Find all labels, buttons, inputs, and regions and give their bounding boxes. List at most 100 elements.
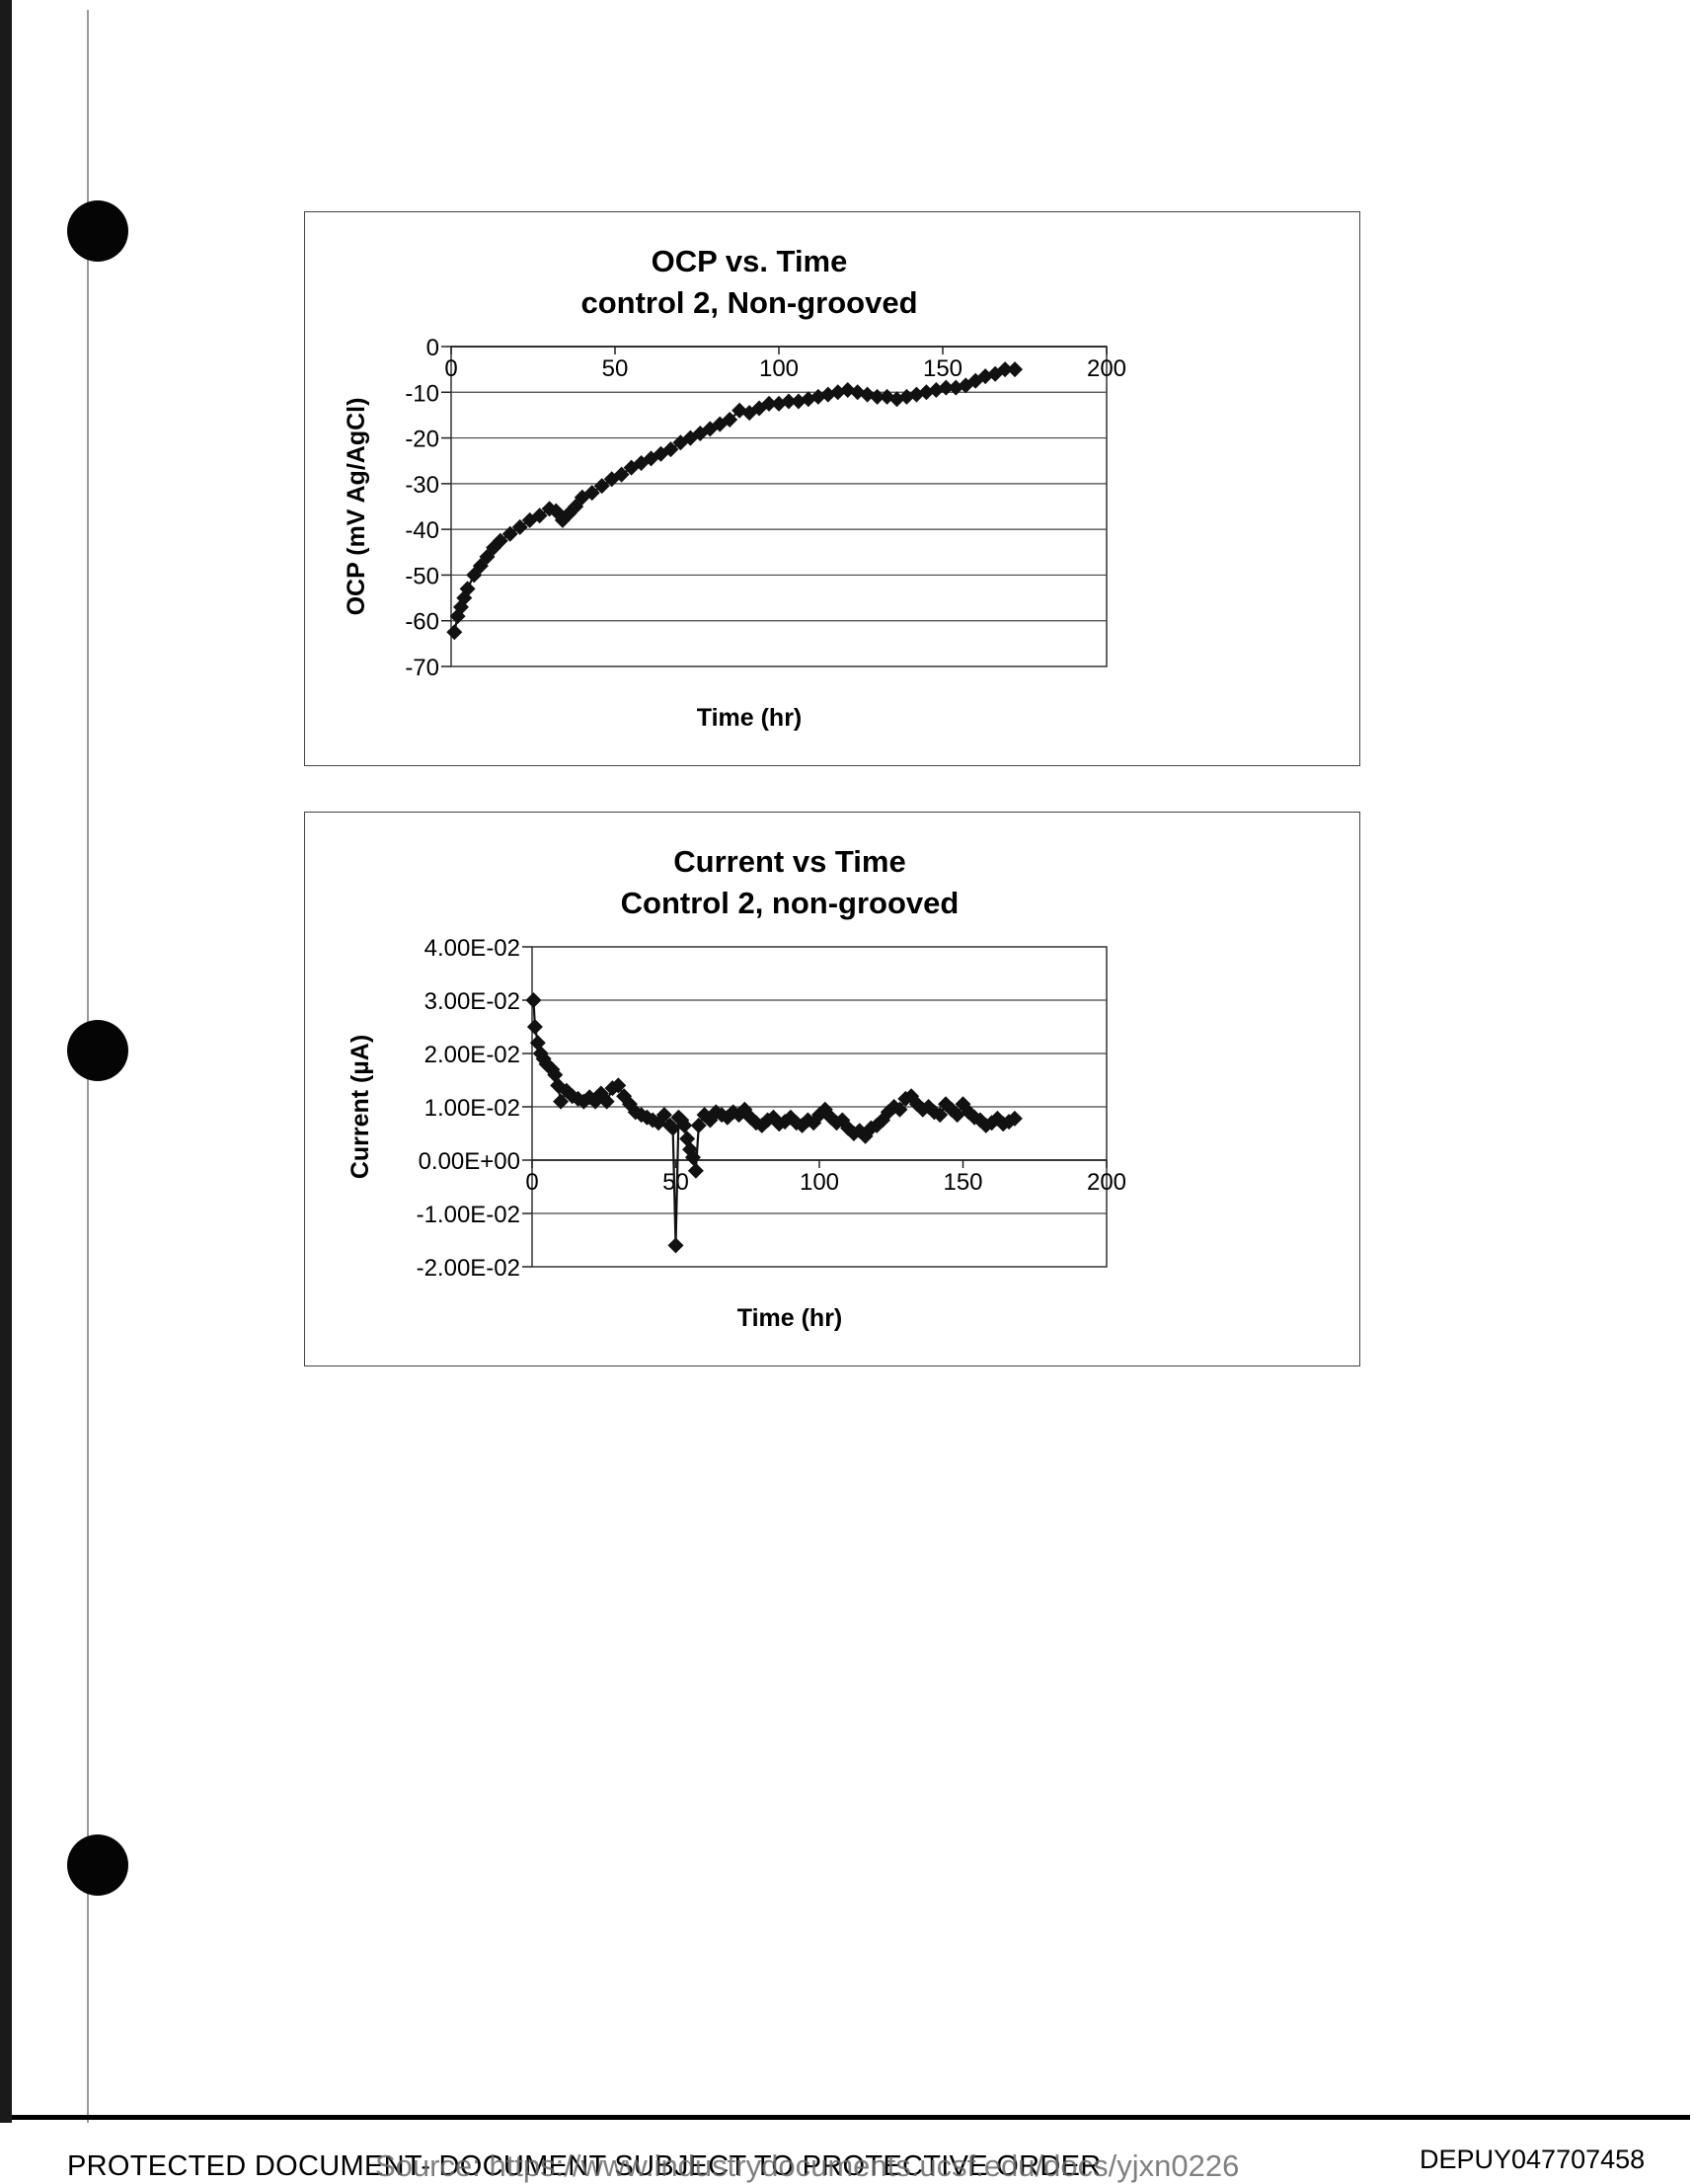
data-point: [983, 1115, 1000, 1131]
x-tick-label: 150: [923, 355, 962, 382]
data-point: [966, 1109, 983, 1126]
chart-subtitle: Control 2, non-grooved: [621, 886, 960, 920]
punch-hole-bottom: [67, 1834, 128, 1896]
footer-rule: [12, 2115, 1690, 2120]
data-point: [672, 434, 689, 451]
data-point: [486, 539, 502, 556]
data-point: [702, 421, 719, 437]
data-point: [977, 368, 994, 385]
x-tick-label: 100: [759, 355, 799, 382]
data-point: [561, 505, 577, 521]
data-point: [822, 1109, 839, 1126]
data-point: [955, 1096, 971, 1113]
data-point: [598, 1093, 615, 1110]
data-point: [568, 499, 584, 514]
data-point: [782, 1109, 799, 1126]
data-point: [682, 429, 699, 446]
data-point: [811, 1107, 827, 1124]
x-tick-label: 50: [602, 355, 629, 382]
data-point: [550, 1077, 567, 1094]
data-point: [553, 1093, 570, 1110]
y-tick-label: -20: [405, 427, 439, 453]
data-point: [780, 393, 797, 410]
y-tick-label: -60: [405, 609, 439, 636]
data-point: [938, 1096, 955, 1113]
data-point: [908, 1096, 925, 1113]
data-point: [558, 1082, 575, 1099]
data-point: [1007, 361, 1024, 378]
data-point: [725, 1104, 741, 1121]
y-tick-label: -10: [405, 380, 439, 407]
data-point: [722, 412, 738, 429]
data-point: [949, 1107, 965, 1124]
y-tick-label: 0.00E+00: [419, 1148, 520, 1175]
data-point: [664, 1120, 681, 1136]
data-point: [863, 1120, 880, 1136]
y-tick-label: -70: [405, 655, 439, 681]
data-point: [731, 402, 748, 419]
data-point: [828, 1115, 845, 1131]
data-point: [651, 1115, 667, 1131]
data-point: [708, 1104, 725, 1121]
punch-hole-top: [67, 200, 128, 262]
data-point: [684, 1149, 701, 1166]
data-point: [958, 377, 974, 394]
x-tick-label: 0: [444, 355, 457, 382]
current-vs-time-chart: Current vs Time Control 2, non-grooved 4.0…: [304, 812, 1360, 1366]
x-tick-label: 200: [1087, 1169, 1126, 1196]
data-point: [918, 384, 935, 401]
data-point: [891, 1101, 908, 1118]
data-point: [511, 518, 528, 535]
data-point: [535, 1051, 552, 1067]
data-point: [765, 1109, 782, 1126]
data-point: [667, 1237, 684, 1254]
ocp-chart-canvas: OCP vs. Time control 2, Non-grooved 0-10 -2…: [343, 244, 1126, 732]
data-point: [501, 525, 518, 542]
data-point: [593, 478, 610, 495]
data-point: [621, 1096, 638, 1113]
chart-subtitle: control 2, Non-grooved: [581, 285, 918, 320]
data-point: [456, 589, 473, 606]
data-point: [679, 1131, 696, 1147]
data-point: [690, 1117, 707, 1133]
data-point: [851, 1123, 868, 1139]
y-tick-label: 4.00E-02: [424, 935, 520, 962]
data-point: [610, 1077, 627, 1094]
data-point: [446, 624, 463, 641]
data-point: [576, 1093, 592, 1110]
data-point: [806, 1115, 822, 1131]
data-point: [761, 395, 778, 412]
y-axis-label: Current (µA): [346, 1035, 374, 1179]
data-point: [790, 393, 807, 410]
protected-document-notice: PROTECTED DOCUMENT- DOCUMENT SUBJECT TO …: [67, 2150, 1102, 2182]
data-point: [643, 450, 659, 467]
data-point: [687, 1162, 704, 1179]
ocp-vs-time-chart: OCP vs. Time control 2, Non-grooved 0 -10 -2…: [304, 211, 1360, 766]
data-point: [1001, 1114, 1018, 1131]
x-axis-label: Time (hr): [737, 1304, 843, 1332]
data-point: [526, 1019, 543, 1035]
data-point: [879, 388, 895, 405]
data-point: [583, 485, 600, 502]
data-point: [655, 1107, 672, 1124]
y-tick-label: -50: [405, 563, 439, 589]
data-point: [869, 388, 885, 405]
y-tick-label: -40: [405, 517, 439, 544]
data-point: [459, 581, 476, 597]
x-tick-label: 150: [943, 1169, 982, 1196]
data-point: [587, 1093, 604, 1110]
data-point: [731, 1107, 747, 1124]
y-tick-label: 2.00E-02: [424, 1042, 520, 1068]
y-tick-label: 1.00E-02: [424, 1095, 520, 1122]
data-point: [639, 1109, 655, 1126]
x-tick-label: 100: [800, 1169, 839, 1196]
data-point: [932, 1107, 949, 1124]
data-point: [938, 379, 955, 396]
data-point: [961, 1104, 977, 1121]
data-point: [531, 507, 548, 524]
data-point: [492, 532, 508, 549]
y-axis-label: OCP (mV Ag/AgCl): [343, 398, 370, 616]
chart-title: OCP vs. Time: [652, 244, 848, 278]
data-point: [472, 558, 489, 575]
y-tick-label: -1.00E-02: [417, 1202, 520, 1228]
